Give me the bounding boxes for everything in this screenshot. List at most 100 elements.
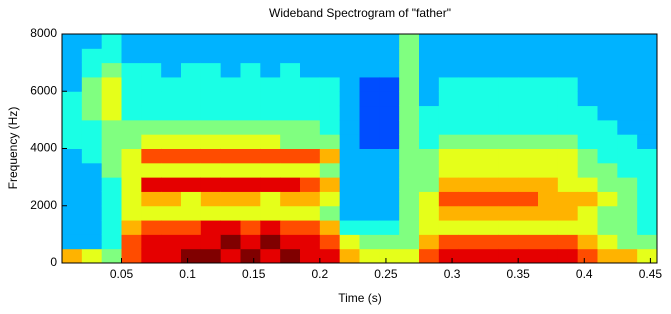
spectrogram-cell <box>82 206 102 221</box>
spectrogram-cell <box>122 106 142 121</box>
spectrogram-cell <box>62 77 82 92</box>
spectrogram-cell <box>498 106 518 121</box>
spectrogram-cell <box>598 63 618 78</box>
spectrogram-cell <box>161 149 181 164</box>
spectrogram-cell <box>320 177 340 192</box>
spectrogram-cell <box>419 48 439 63</box>
spectrogram-cell <box>280 120 300 135</box>
spectrogram-cell <box>518 163 538 178</box>
spectrogram-cell <box>280 34 300 49</box>
spectrogram-cell <box>558 77 578 92</box>
spectrogram-cell <box>498 220 518 235</box>
spectrogram-cell <box>201 149 221 164</box>
spectrogram-cell <box>141 249 161 264</box>
spectrogram-cell <box>241 149 261 164</box>
spectrogram-cell <box>558 34 578 49</box>
spectrogram-cell <box>399 220 419 235</box>
spectrogram-cell <box>181 120 201 135</box>
spectrogram-cell <box>340 91 360 106</box>
spectrogram-cell <box>578 206 598 221</box>
spectrogram-cell <box>122 91 142 106</box>
spectrogram-cell <box>439 48 459 63</box>
y-tick-label: 2000 <box>30 198 57 212</box>
spectrogram-cell <box>82 149 102 164</box>
spectrogram-cell <box>260 106 280 121</box>
spectrogram-cell <box>82 234 102 249</box>
spectrogram-cell <box>320 48 340 63</box>
spectrogram-cell <box>598 177 618 192</box>
spectrogram-cell <box>439 163 459 178</box>
spectrogram-cell <box>320 206 340 221</box>
spectrogram-cell <box>201 91 221 106</box>
spectrogram-cell <box>399 106 419 121</box>
spectrogram-cell <box>300 177 320 192</box>
spectrogram-cell <box>260 149 280 164</box>
spectrogram-cell <box>201 177 221 192</box>
spectrogram-cell <box>538 48 558 63</box>
spectrogram-cell <box>141 220 161 235</box>
spectrogram-cell <box>260 234 280 249</box>
spectrogram-cell <box>598 91 618 106</box>
spectrogram-cell <box>141 106 161 121</box>
spectrogram-cell <box>300 163 320 178</box>
spectrogram-cell <box>340 191 360 206</box>
spectrogram-cell <box>617 220 637 235</box>
x-axis-label: Time (s) <box>338 291 382 305</box>
spectrogram-cell <box>637 134 657 149</box>
spectrogram-cell <box>340 106 360 121</box>
spectrogram-cell <box>221 77 241 92</box>
spectrogram-cell <box>62 191 82 206</box>
spectrogram-cell <box>300 77 320 92</box>
spectrogram-cell <box>161 220 181 235</box>
spectrogram-cell <box>518 91 538 106</box>
spectrogram-cell <box>538 177 558 192</box>
spectrogram-cell <box>300 63 320 78</box>
spectrogram-cell <box>637 120 657 135</box>
spectrogram-cell <box>459 134 479 149</box>
spectrogram-cell <box>221 48 241 63</box>
spectrogram-cell <box>102 48 122 63</box>
spectrogram-cell <box>102 177 122 192</box>
spectrogram-cell <box>161 134 181 149</box>
spectrogram-cell <box>558 234 578 249</box>
spectrogram-cell <box>221 206 241 221</box>
y-tick-label: 8000 <box>30 26 57 40</box>
x-tick-label: 0.35 <box>506 267 530 281</box>
spectrogram-cell <box>181 63 201 78</box>
spectrogram-cell <box>578 34 598 49</box>
spectrogram-cell <box>558 91 578 106</box>
spectrogram-cell <box>399 191 419 206</box>
spectrogram-cell <box>62 149 82 164</box>
spectrogram-cell <box>260 206 280 221</box>
spectrogram-cell <box>439 234 459 249</box>
spectrogram-cell <box>260 134 280 149</box>
spectrogram-cell <box>82 63 102 78</box>
spectrogram-cell <box>181 48 201 63</box>
spectrogram-cell <box>122 206 142 221</box>
spectrogram-cell <box>181 163 201 178</box>
spectrogram-cell <box>280 149 300 164</box>
spectrogram-cell <box>201 191 221 206</box>
spectrogram-cell <box>300 234 320 249</box>
spectrogram-cell <box>578 163 598 178</box>
spectrogram-cell <box>102 106 122 121</box>
spectrogram-cell <box>459 206 479 221</box>
spectrogram-cell <box>340 63 360 78</box>
spectrogram-cell <box>320 106 340 121</box>
spectrogram-cell <box>122 120 142 135</box>
spectrogram-cell <box>300 106 320 121</box>
spectrogram-cell <box>479 163 499 178</box>
spectrogram-cell <box>82 191 102 206</box>
spectrogram-cell <box>479 120 499 135</box>
spectrogram-cell <box>399 177 419 192</box>
spectrogram-cell <box>122 149 142 164</box>
spectrogram-cell <box>459 106 479 121</box>
spectrogram-cell <box>617 177 637 192</box>
spectrogram-cell <box>241 120 261 135</box>
spectrogram-cell <box>181 91 201 106</box>
spectrogram-cell <box>340 220 360 235</box>
spectrogram-cell <box>300 91 320 106</box>
spectrogram-cell <box>82 91 102 106</box>
spectrogram-cell <box>479 134 499 149</box>
spectrogram-cell <box>617 120 637 135</box>
